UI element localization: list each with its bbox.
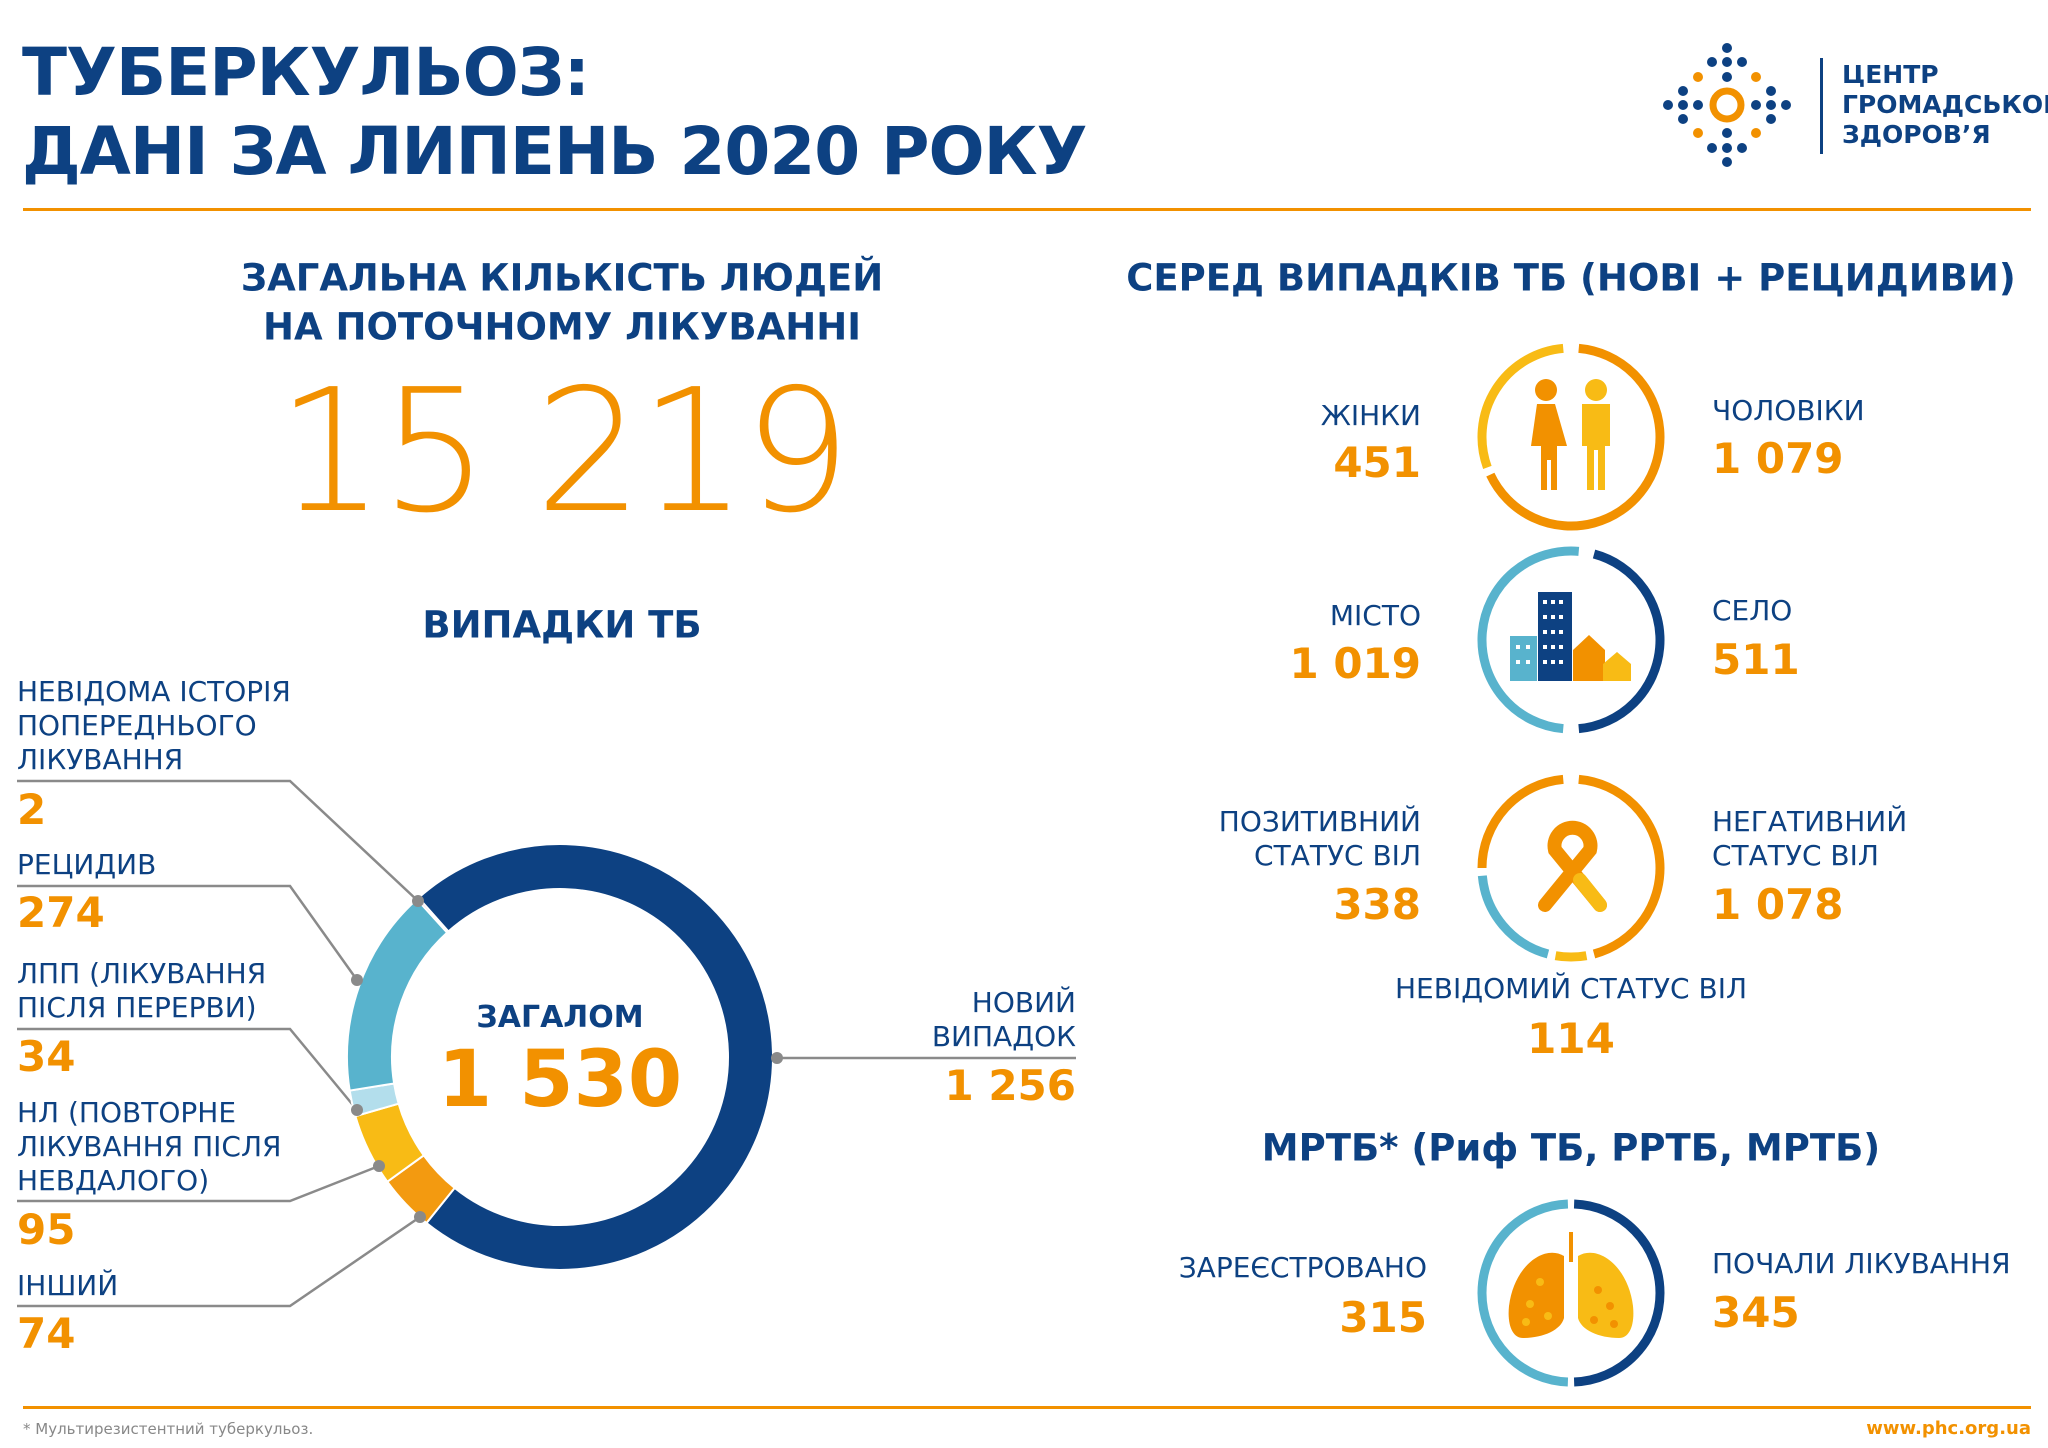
label-line: ПОПЕРЕДНЬОГО [17,709,257,742]
treatment-heading-line2: НА ПОТОЧНОМУ ЛІКУВАННІ [263,305,861,349]
slice-value-other: 74 [17,1309,76,1358]
mdr-registered-value: 315 [1339,1293,1427,1342]
label-line: СТАТУС ВІЛ [1254,839,1421,872]
slice-value-failure: 95 [17,1205,76,1254]
lungs-icon [1508,1232,1634,1338]
leader-dot [351,1104,363,1116]
ring-men-arc [1486,343,1665,531]
slice-value-new: 1 256 [944,1061,1076,1110]
women-label: ЖІНКИ [1320,399,1421,432]
footer-divider [23,1406,2031,1409]
ring-city-arc [1477,546,1580,734]
label-line: ЛІКУВАННЯ [17,743,184,776]
leader-line-other [17,1215,421,1308]
treatment-heading-line1: ЗАГАЛЬНА КІЛЬКІСТЬ ЛЮДЕЙ [240,256,884,300]
city-label: МІСТО [1329,599,1421,632]
leader-dot [351,974,363,986]
logo-line3: ЗДОРОВ’Я [1842,120,1991,149]
label-line: ВИПАДОК [931,1020,1076,1053]
leader-dot [412,895,424,907]
label-line: ЛІКУВАННЯ ПІСЛЯ [17,1130,282,1163]
label-line: НЕГАТИВНИЙ [1712,805,1908,838]
logo-divider [1820,58,1823,154]
hiv-positive-label: ПОЗИТИВНИЙ СТАТУС ВІЛ [1219,805,1421,873]
hiv-unknown-label: НЕВІДОМИЙ СТАТУС ВІЛ [1394,972,1748,1005]
leader-line-unknown [17,779,419,902]
ring-hiv-positive-arc2 [1477,774,1564,869]
donut-slice-0 [416,843,774,1271]
hiv-positive-value: 338 [1333,880,1421,929]
footnote: * Мультирезистентний туберкульоз. [23,1420,314,1438]
donut-center-label: ЗАГАЛОМ [476,1000,644,1035]
hiv-unknown-value: 114 [1527,1014,1615,1063]
hiv-negative-value: 1 078 [1712,880,1844,929]
slice-label-relapse: РЕЦИДИВ [17,848,157,881]
ribbon-icon [1538,820,1607,912]
hiv-negative-label: НЕГАТИВНИЙ СТАТУС ВІЛ [1712,805,1907,873]
slice-label-unknown: НЕВІДОМА ІСТОРІЯ ПОПЕРЕДНЬОГО ЛІКУВАННЯ [17,675,291,777]
leader-line-relapse [17,884,359,981]
label-line: НОВИЙ [971,986,1076,1019]
ring-mdr-started-arc [1573,1199,1665,1387]
website-link[interactable]: www.phc.org.ua [1866,1418,2031,1439]
label-line: НЕВІДОМА ІСТОРІЯ [17,675,291,708]
village-value: 511 [1712,635,1800,684]
city-value: 1 019 [1289,639,1421,688]
leader-line-failure [17,1164,380,1203]
ring-hiv-positive-arc [1477,875,1550,959]
slice-label-failure: НЛ (ПОВТОРНЕ ЛІКУВАННЯ ПІСЛЯ НЕВДАЛОГО) [17,1096,281,1198]
buildings-icon [1510,592,1631,681]
logo-mark [1662,40,1792,170]
logo-dots-icon [1663,43,1791,167]
women-value: 451 [1333,438,1421,487]
men-value: 1 079 [1712,434,1844,483]
mdr-started-label: ПОЧАЛИ ЛІКУВАННЯ [1712,1247,2011,1280]
ring-hiv-negative-arc [1578,774,1665,959]
label-line: НЛ (ПОВТОРНЕ [17,1096,237,1129]
among-heading: СЕРЕД ВИПАДКІВ ТБ (НОВІ + РЕЦИДИВИ) [1126,256,2016,300]
slice-value-ltfu: 34 [17,1032,76,1081]
page-title-line2: ДАНІ ЗА ЛИПЕНЬ 2020 РОКУ [22,113,1087,190]
ring-women-arc [1477,343,1564,469]
logo-line1: ЦЕНТР [1842,60,1939,89]
label-line: НЕВДАЛОГО) [17,1164,210,1197]
label-line: ПОЗИТИВНИЙ [1218,805,1421,838]
label-line: СТАТУС ВІЛ [1712,839,1879,872]
mdr-started-value: 345 [1712,1288,1800,1337]
label-line: ПІСЛЯ ПЕРЕРВИ) [17,991,257,1024]
slice-label-new: НОВИЙ ВИПАДОК [932,986,1076,1054]
donut-center-value: 1 530 [437,1035,683,1125]
logo-text: ЦЕНТР ГРОМАДСЬКОГО ЗДОРОВ’Я [1842,60,2048,150]
slice-label-ltfu: ЛПП (ЛІКУВАННЯ ПІСЛЯ ПЕРЕРВИ) [17,957,266,1025]
chart-title: ВИПАДКИ ТБ [422,603,702,647]
treatment-total-value: 15 219 [276,353,852,551]
ring-village-arc [1578,549,1665,734]
slice-value-unknown: 2 [17,785,47,834]
mdr-heading: МРТБ* (Риф ТБ, РРТБ, МРТБ) [1261,1126,1881,1170]
leader-dot [771,1052,783,1064]
logo-line2: ГРОМАДСЬКОГО [1842,90,2048,119]
leader-dot [414,1211,426,1223]
leader-line-ltfu [17,1027,358,1111]
ring-mdr-registered-arc [1477,1199,1569,1387]
men-label: ЧОЛОВІКИ [1712,394,1865,427]
header-divider [23,208,2031,211]
people-icon [1531,379,1610,490]
label-line: ЛПП (ЛІКУВАННЯ [17,957,267,990]
ring-hiv-unknown-arc [1554,951,1588,962]
slice-label-other: ІНШИЙ [17,1269,119,1302]
leader-dot [373,1160,385,1172]
mdr-registered-label: ЗАРЕЄСТРОВАНО [1178,1251,1427,1284]
page-title-line1: ТУБЕРКУЛЬОЗ: [22,34,590,111]
slice-value-relapse: 274 [17,888,105,937]
village-label: СЕЛО [1712,594,1793,627]
